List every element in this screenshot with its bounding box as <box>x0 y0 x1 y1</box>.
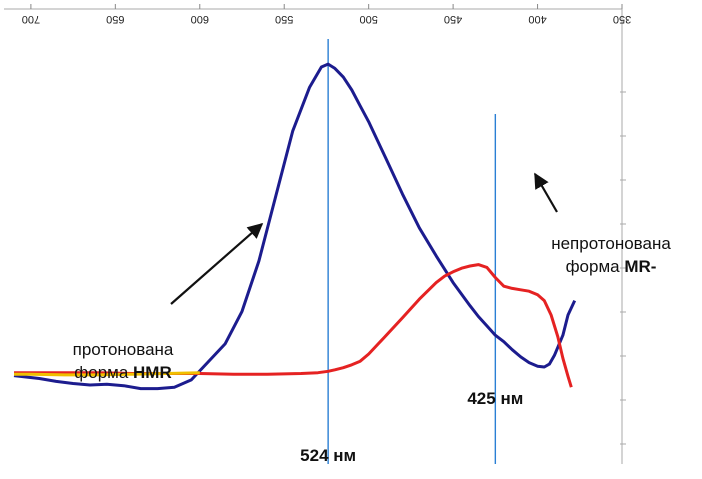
annotation-line2-bold: HMR <box>133 363 172 382</box>
x-tick-label: 600 <box>191 13 209 25</box>
annotation-0: протонована форма HMR <box>73 340 174 382</box>
marker-label-524: 524 нм <box>300 446 356 465</box>
annotation-line2-bold: MR- <box>624 257 656 276</box>
annotation-labels: протонована форма HMR непротонована форма M… <box>73 234 672 382</box>
arrow-hmr <box>170 222 264 305</box>
annotation-line2-normal: форма <box>74 363 133 382</box>
axes: 350 400 450 500 550 600 650 700 <box>4 4 631 464</box>
series-group <box>13 62 577 391</box>
x-tick-label: 500 <box>359 13 377 25</box>
marker-label-425: 425 нм <box>467 389 523 408</box>
annotation-line1: протонована <box>73 340 174 359</box>
annotation-line2-normal: форма <box>566 257 625 276</box>
x-tick-label: 550 <box>275 13 293 25</box>
series-line-2 <box>14 371 200 377</box>
annotation-1: непротонована форма MR- <box>551 234 671 276</box>
x-tick-label: 650 <box>106 13 124 25</box>
series-line-1 <box>14 263 573 388</box>
series-line-0 <box>13 62 577 391</box>
annotation-line2: форма MR- <box>566 257 657 276</box>
arrows <box>170 172 558 305</box>
rotated-plot: 350 400 450 500 550 600 650 700 524 нм 425 нм пр… <box>4 4 671 465</box>
x-tick-label: 700 <box>22 13 40 25</box>
arrow-mr <box>534 172 558 213</box>
annotation-line1: непротонована <box>551 234 671 253</box>
x-tick-label: 350 <box>613 13 631 25</box>
x-tick-label: 400 <box>528 13 546 25</box>
annotation-line2: форма HMR <box>74 363 171 382</box>
x-tick-label: 450 <box>444 13 462 25</box>
marker-lines: 524 нм 425 нм <box>300 39 523 465</box>
